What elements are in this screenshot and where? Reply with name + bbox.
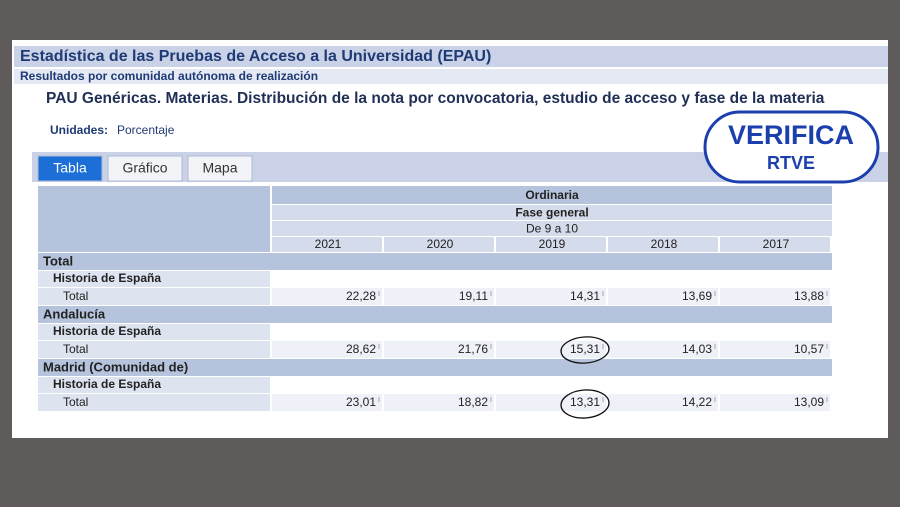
value: 10,57 <box>794 342 824 356</box>
subject-label: Historia de España <box>53 271 161 285</box>
subtitle: Resultados por comunidad autónoma de rea… <box>20 69 318 83</box>
subject-row <box>38 324 270 340</box>
row-label: Total <box>63 289 88 303</box>
value: 23,01 <box>346 395 376 409</box>
subject-row <box>38 377 270 393</box>
header-label: Fase general <box>515 206 588 220</box>
value: 21,76 <box>458 342 488 356</box>
value: 15,31 <box>570 342 600 356</box>
year-label: 2020 <box>427 237 454 251</box>
heading: PAU Genéricas. Materias. Distribución de… <box>46 90 825 107</box>
value: 18,82 <box>458 395 488 409</box>
value-cell <box>496 341 606 358</box>
units: Porcentaje <box>117 123 175 137</box>
value-cell <box>384 288 494 305</box>
value-cell <box>720 394 830 411</box>
year-cell <box>272 237 382 252</box>
year-cell <box>720 237 830 252</box>
value-cell <box>384 394 494 411</box>
tab[interactable] <box>37 155 103 182</box>
value-cell <box>608 288 718 305</box>
value: 22,28 <box>346 289 376 303</box>
header-cell <box>38 186 270 252</box>
highlight-circle <box>560 389 610 419</box>
group-row <box>38 253 832 270</box>
header-label: De 9 a 10 <box>526 222 578 236</box>
value-cell <box>496 394 606 411</box>
row-label-cell <box>38 288 270 305</box>
value: 28,62 <box>346 342 376 356</box>
value: 13,31 <box>570 395 600 409</box>
group-label: Total <box>43 253 73 268</box>
year-cell <box>496 237 606 252</box>
title: Estadística de las Pruebas de Acceso a l… <box>20 48 491 65</box>
value-cell <box>720 341 830 358</box>
header-cell <box>272 205 832 220</box>
row-label-cell <box>38 341 270 358</box>
header-cell <box>272 221 832 236</box>
group-label: Madrid (Comunidad de) <box>43 359 188 374</box>
value: 19,11 <box>459 289 488 303</box>
group-row <box>38 306 832 323</box>
year-cell <box>384 237 494 252</box>
header-label: Ordinaria <box>525 188 579 202</box>
value: 14,22 <box>682 395 712 409</box>
badge-subtitle: RTVE <box>767 153 815 173</box>
row-label: Total <box>63 342 88 356</box>
value: 13,88 <box>794 289 824 303</box>
tab-label[interactable]: Tabla <box>53 160 87 176</box>
title-bar <box>14 46 888 67</box>
year-label: 2017 <box>763 237 790 251</box>
value-cell <box>272 341 382 358</box>
value-cell <box>272 394 382 411</box>
tab[interactable] <box>187 155 253 182</box>
subject-row <box>38 271 270 287</box>
value: 13,69 <box>682 289 712 303</box>
tab-label[interactable]: Mapa <box>202 160 237 176</box>
tab-label[interactable]: Gráfico <box>122 160 167 176</box>
units-label: Unidades: <box>50 123 108 137</box>
year-label: 2019 <box>539 237 566 251</box>
year-label: 2018 <box>651 237 678 251</box>
tab[interactable] <box>107 155 183 182</box>
value: 14,31 <box>570 289 600 303</box>
row-label-cell <box>38 394 270 411</box>
subtitle-bar <box>14 69 888 84</box>
group-row <box>38 359 832 376</box>
value: 13,09 <box>794 395 824 409</box>
highlight-circle <box>560 336 610 364</box>
subject-label: Historia de España <box>53 324 161 338</box>
value-cell <box>608 341 718 358</box>
value-cell <box>496 288 606 305</box>
subject-label: Historia de España <box>53 377 161 391</box>
group-label: Andalucía <box>43 306 106 321</box>
value-cell <box>608 394 718 411</box>
header-cell <box>272 186 832 204</box>
year-label: 2021 <box>315 237 342 251</box>
value: 14,03 <box>682 342 712 356</box>
badge <box>703 110 880 184</box>
value-cell <box>384 341 494 358</box>
value-cell <box>272 288 382 305</box>
value-cell <box>720 288 830 305</box>
badge-title: VERIFICA <box>728 120 854 150</box>
row-label: Total <box>63 395 88 409</box>
year-cell <box>608 237 718 252</box>
